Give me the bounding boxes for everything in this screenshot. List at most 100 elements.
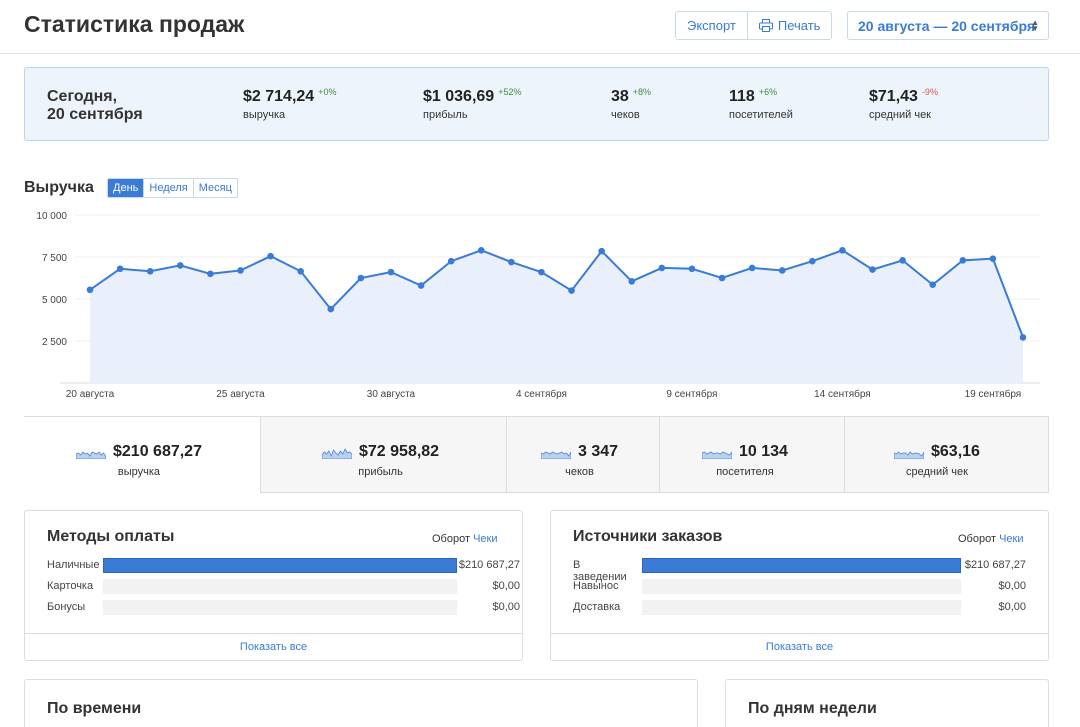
bar-label: Доставка [573, 601, 621, 613]
data-point [327, 305, 335, 313]
total-value: $72 958,82 [359, 443, 440, 460]
total-profit-tab[interactable]: $72 958,82 прибыль [260, 417, 506, 493]
sparkline-icon [76, 451, 106, 459]
data-point [447, 257, 455, 265]
area-fill [90, 250, 1023, 383]
bar-track [642, 558, 961, 573]
total-label: выручка [117, 466, 161, 478]
print-button[interactable]: Печать [746, 12, 832, 39]
kpi-delta: +8% [632, 87, 652, 97]
bar-label: Наличные [47, 559, 100, 571]
bar-label: Бонусы [47, 601, 86, 613]
sparkline-icon [702, 451, 732, 459]
period-week-button[interactable]: Неделя [143, 179, 192, 197]
kpi-label: выручка [243, 109, 286, 121]
period-day-button[interactable]: День [108, 179, 144, 197]
card-title: По дням недели [748, 700, 877, 717]
data-point [959, 257, 967, 264]
bar-value: $210 687,27 [458, 559, 520, 571]
x-tick-label: 20 августа [66, 389, 115, 400]
data-point [718, 274, 726, 282]
bar-label: Навынос [573, 580, 619, 592]
data-point [688, 265, 696, 273]
bar-value: $0,00 [492, 580, 520, 592]
kpi-value: $1 036,69 [423, 88, 495, 105]
switch-checks-link[interactable]: Чеки [999, 533, 1024, 545]
total-visitors-tab[interactable]: 10 134 посетителя [659, 417, 844, 493]
revenue-title: Выручка [24, 179, 94, 196]
card-title: Источники заказов [573, 528, 723, 545]
switch-turnover[interactable]: Оборот [958, 533, 997, 545]
date-range-select[interactable]: 20 августа — 20 сентября ▲ ▼ [847, 11, 1049, 40]
order-sources-card: Источники заказов Оборот Чеки В заведени… [550, 510, 1049, 661]
total-label: чеков [565, 466, 594, 478]
x-tick-label: 14 сентября [814, 388, 871, 400]
data-point [839, 246, 846, 254]
data-point [748, 264, 756, 272]
print-button-label: Печать [777, 18, 821, 33]
total-value: $63,16 [931, 443, 980, 460]
today-label-line1: Сегодня, [47, 88, 118, 105]
kpi-delta: +6% [758, 87, 778, 97]
card-title: Методы оплаты [47, 528, 175, 545]
period-month-button[interactable]: Месяц [192, 179, 237, 197]
data-point [598, 247, 605, 255]
kpi-delta: -9% [921, 87, 938, 97]
switch-turnover[interactable]: Оборот [432, 533, 471, 545]
show-all-link[interactable]: Показать все [551, 633, 1048, 660]
y-tick-label: 10 000 [36, 211, 67, 222]
revenue-chart: 10 000 7 500 5 000 2 500 20 августа 25 август… [36, 211, 1040, 400]
bar-value: $0,00 [998, 601, 1026, 613]
top-bar: Статистика продаж Экспорт Печать 20 авгу… [0, 0, 1080, 54]
data-point [146, 267, 154, 275]
data-point [357, 274, 365, 282]
bar-fill [642, 558, 961, 573]
sparkline-icon [322, 448, 352, 459]
sparkline-shape [702, 451, 732, 459]
data-point [929, 281, 937, 289]
data-point [1019, 334, 1027, 341]
bar-label: В заведении [573, 559, 627, 583]
bar-value: $0,00 [998, 580, 1026, 592]
payment-methods-card: Методы оплаты Оборот Чеки Наличные $210 … [24, 510, 523, 661]
total-average-check-tab[interactable]: $63,16 средний чек [844, 417, 1049, 493]
today-label-date: 20 сентября [47, 106, 143, 123]
action-buttons: Экспорт Печать [675, 11, 833, 40]
show-all-link[interactable]: Показать все [25, 633, 522, 660]
card-title: По времени [47, 700, 142, 717]
kpi-label: прибыль [423, 109, 468, 121]
y-tick-label: 2 500 [42, 337, 67, 348]
today-label: Сегодня, 20 сентября [47, 88, 143, 124]
series-line [89, 249, 1024, 338]
data-point [508, 258, 515, 266]
total-value: $210 687,27 [113, 443, 202, 460]
kpi-average-check: $71,43 -9% средний чек [869, 87, 938, 121]
metric-switch: Оборот Чеки [432, 533, 497, 545]
data-point [417, 282, 425, 289]
metric-switch: Оборот Чеки [958, 533, 1023, 545]
bar-value: $210 687,27 [964, 559, 1026, 571]
total-revenue-tab[interactable]: $210 687,27 выручка [24, 417, 260, 493]
data-point [86, 286, 94, 294]
by-weekday-card: По дням недели [725, 679, 1049, 727]
data-point [237, 267, 244, 274]
data-point [869, 266, 876, 273]
data-point [387, 268, 395, 276]
data-point [899, 257, 906, 264]
data-point [809, 257, 816, 265]
data-point [176, 262, 184, 269]
kpi-visitors: 118 +6% посетителей [729, 87, 793, 121]
sparkline-shape [894, 451, 924, 459]
export-button[interactable]: Экспорт [676, 12, 747, 39]
kpi-label: чеков [611, 109, 640, 121]
bar-track [642, 579, 961, 594]
bar-track [642, 600, 961, 615]
total-checks-tab[interactable]: 3 347 чеков [506, 417, 659, 493]
data-point [628, 278, 636, 285]
kpi-delta: +0% [318, 87, 337, 97]
sparkline-shape [322, 448, 352, 459]
switch-checks-link[interactable]: Чеки [473, 533, 498, 545]
data-point [116, 265, 124, 273]
x-tick-label: 9 сентября [666, 388, 717, 400]
kpi-value: $2 714,24 [243, 88, 315, 105]
